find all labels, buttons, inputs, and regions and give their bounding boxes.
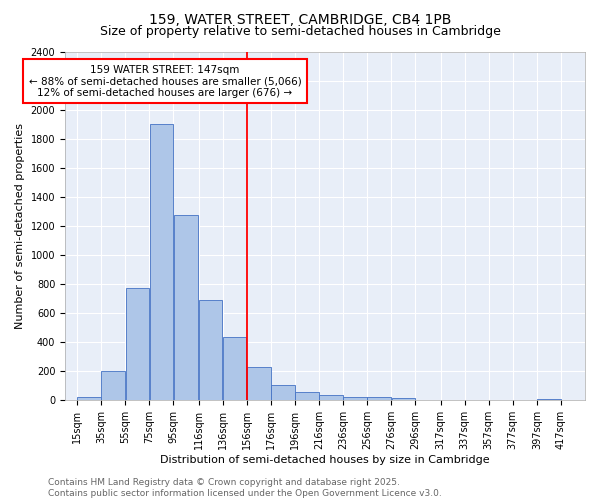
Bar: [295, 392, 319, 400]
Bar: [271, 385, 295, 400]
X-axis label: Distribution of semi-detached houses by size in Cambridge: Distribution of semi-detached houses by …: [160, 455, 490, 465]
Bar: [367, 398, 391, 400]
Bar: [101, 372, 125, 400]
Text: Contains HM Land Registry data © Crown copyright and database right 2025.
Contai: Contains HM Land Registry data © Crown c…: [48, 478, 442, 498]
Bar: [173, 215, 199, 400]
Bar: [392, 398, 415, 400]
Text: 159, WATER STREET, CAMBRIDGE, CB4 1PB: 159, WATER STREET, CAMBRIDGE, CB4 1PB: [149, 12, 451, 26]
Bar: [343, 396, 367, 400]
Bar: [199, 300, 223, 400]
Bar: [319, 396, 343, 400]
Bar: [125, 288, 149, 401]
Bar: [77, 396, 101, 400]
Bar: [537, 399, 560, 400]
Text: 159 WATER STREET: 147sqm
← 88% of semi-detached houses are smaller (5,066)
12% o: 159 WATER STREET: 147sqm ← 88% of semi-d…: [29, 64, 301, 98]
Bar: [149, 124, 173, 400]
Text: Size of property relative to semi-detached houses in Cambridge: Size of property relative to semi-detach…: [100, 25, 500, 38]
Y-axis label: Number of semi-detached properties: Number of semi-detached properties: [15, 123, 25, 329]
Bar: [223, 337, 247, 400]
Bar: [247, 367, 271, 400]
